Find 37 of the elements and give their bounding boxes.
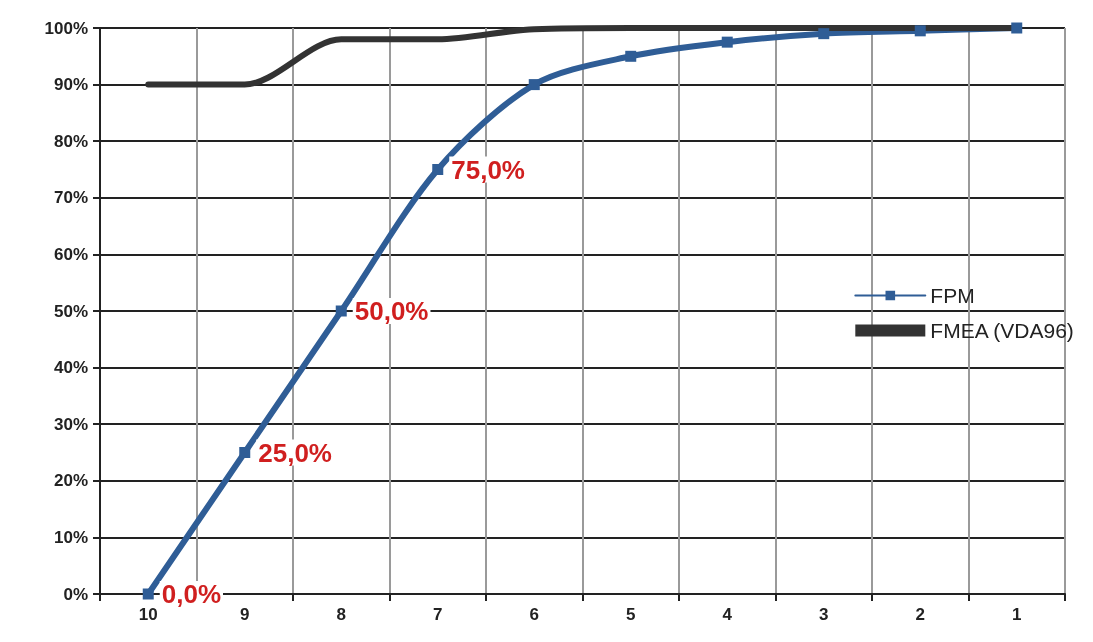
- x-tick-label: 6: [529, 605, 539, 624]
- x-tick-label: 3: [819, 605, 829, 624]
- x-tick-label: 4: [722, 605, 733, 624]
- data-label: 75,0%: [451, 154, 525, 185]
- data-label: 50,0%: [354, 296, 429, 326]
- point: [335, 305, 347, 317]
- x-tick-label: 10: [138, 605, 158, 624]
- y-tick-label: 0%: [63, 584, 88, 604]
- y-tick-label: 100%: [44, 18, 88, 38]
- y-tick-label: 90%: [53, 75, 88, 95]
- point: [818, 28, 830, 40]
- point: [914, 25, 926, 37]
- legend-label: FMEA (VDA96): [930, 319, 1074, 342]
- point: [432, 164, 444, 175]
- point: [528, 79, 540, 91]
- x-tick-label: 5: [626, 605, 636, 624]
- x-tick-label: 2: [915, 605, 925, 624]
- y-tick-label: 50%: [53, 301, 88, 321]
- y-tick-label: 60%: [53, 244, 88, 264]
- data-label: 25,0%: [258, 437, 332, 468]
- point: [239, 447, 251, 458]
- y-tick-label: 30%: [53, 414, 88, 434]
- point: [142, 588, 154, 600]
- point: [625, 50, 637, 62]
- y-tick-label: 20%: [53, 471, 88, 491]
- point: [721, 36, 733, 48]
- y-tick-label: 80%: [53, 131, 88, 151]
- data-label: 0,0%: [161, 579, 222, 609]
- x-tick-label: 9: [240, 605, 250, 624]
- point: [1011, 22, 1023, 34]
- x-tick-label: 7: [433, 605, 443, 624]
- x-tick-label: 8: [336, 605, 346, 624]
- y-tick-label: 40%: [53, 358, 88, 378]
- y-tick-label: 70%: [53, 188, 88, 208]
- x-tick-label: 1: [1012, 605, 1022, 624]
- y-tick-label: 10%: [53, 527, 88, 547]
- legend-label: FPM: [930, 284, 975, 307]
